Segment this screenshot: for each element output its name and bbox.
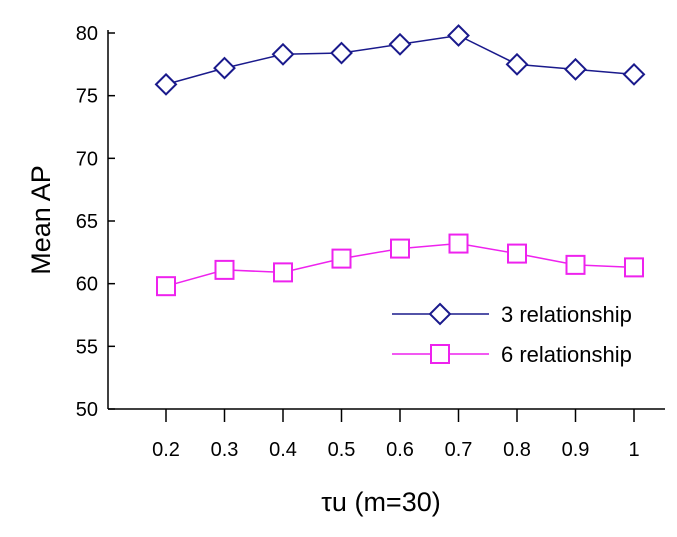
y-tick-label: 65 xyxy=(76,211,98,233)
x-tick-label: 0.4 xyxy=(269,439,297,461)
diamond-marker xyxy=(154,72,178,96)
x-tick-label: 0.6 xyxy=(386,439,414,461)
diamond-marker xyxy=(213,56,236,80)
legend-item: 6 relationship xyxy=(392,342,632,367)
series-2 xyxy=(156,233,644,297)
diamond-marker xyxy=(388,32,412,56)
square-marker xyxy=(565,254,586,275)
legend-diamond-marker xyxy=(428,302,452,326)
square-marker xyxy=(156,276,176,297)
y-tick-label: 80 xyxy=(76,23,98,45)
y-axis-title: Mean AP xyxy=(26,165,56,275)
diamond-marker xyxy=(330,41,353,65)
y-tick-label: 60 xyxy=(76,274,98,296)
y-axis-ticks: 50 55 60 65 70 75 80 xyxy=(76,23,115,421)
x-tick-label: 1 xyxy=(628,439,639,461)
x-tick-label: 0.9 xyxy=(562,439,590,461)
y-tick-label: 50 xyxy=(76,399,98,421)
square-marker xyxy=(448,233,469,254)
diamond-marker xyxy=(271,42,295,66)
legend: 3 relationship 6 relationship xyxy=(392,302,632,367)
square-marker xyxy=(507,243,527,264)
x-axis-title: τu (m=30) xyxy=(321,487,440,517)
square-marker xyxy=(390,238,410,259)
x-tick-label: 0.3 xyxy=(211,439,239,461)
legend-label: 3 relationship xyxy=(501,302,632,327)
square-marker xyxy=(331,248,352,269)
y-tick-label: 55 xyxy=(76,336,98,358)
x-tick-label: 0.5 xyxy=(328,439,356,461)
y-tick-label: 70 xyxy=(76,148,98,170)
y-tick-label: 75 xyxy=(76,86,98,108)
diamond-marker xyxy=(447,24,470,47)
square-marker xyxy=(273,262,293,283)
diamond-marker xyxy=(622,62,646,86)
legend-square-marker xyxy=(430,344,450,364)
series-layer xyxy=(154,24,646,297)
x-axis-ticks: 0.2 0.3 0.4 0.5 0.6 0.7 0.8 0.9 1 xyxy=(152,409,640,461)
legend-item: 3 relationship xyxy=(392,302,632,327)
square-marker xyxy=(624,257,644,278)
series-1 xyxy=(154,24,646,96)
diamond-marker xyxy=(505,52,529,76)
square-marker xyxy=(214,259,235,280)
x-tick-label: 0.7 xyxy=(445,439,473,461)
legend-label: 6 relationship xyxy=(501,342,632,367)
x-tick-label: 0.8 xyxy=(503,439,531,461)
x-tick-label: 0.2 xyxy=(152,439,180,461)
diamond-marker xyxy=(564,57,587,81)
